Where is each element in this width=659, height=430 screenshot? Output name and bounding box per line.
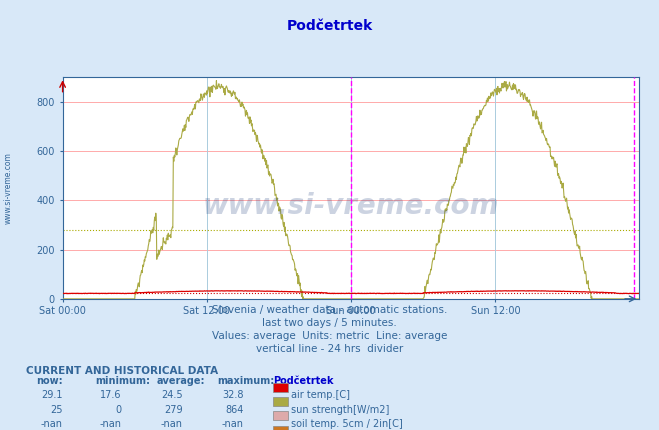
Text: minimum:: minimum: <box>96 376 150 386</box>
Text: vertical line - 24 hrs  divider: vertical line - 24 hrs divider <box>256 344 403 354</box>
Text: CURRENT AND HISTORICAL DATA: CURRENT AND HISTORICAL DATA <box>26 366 219 375</box>
Text: -nan: -nan <box>222 419 244 429</box>
Text: 17.6: 17.6 <box>100 390 122 400</box>
Text: 29.1: 29.1 <box>41 390 63 400</box>
Text: www.si-vreme.com: www.si-vreme.com <box>203 192 499 220</box>
Text: 24.5: 24.5 <box>161 390 183 400</box>
Text: 32.8: 32.8 <box>222 390 244 400</box>
Text: 0: 0 <box>116 405 122 415</box>
Text: -nan: -nan <box>161 419 183 429</box>
Text: Slovenia / weather data - automatic stations.: Slovenia / weather data - automatic stat… <box>212 305 447 315</box>
Text: Podčetrtek: Podčetrtek <box>287 19 372 34</box>
Text: soil temp. 5cm / 2in[C]: soil temp. 5cm / 2in[C] <box>291 419 403 429</box>
Text: 864: 864 <box>225 405 244 415</box>
Text: last two days / 5 minutes.: last two days / 5 minutes. <box>262 318 397 328</box>
Text: www.si-vreme.com: www.si-vreme.com <box>4 152 13 224</box>
Text: average:: average: <box>156 376 205 386</box>
Text: Podčetrtek: Podčetrtek <box>273 376 334 386</box>
Text: sun strength[W/m2]: sun strength[W/m2] <box>291 405 389 415</box>
Text: now:: now: <box>36 376 63 386</box>
Text: Values: average  Units: metric  Line: average: Values: average Units: metric Line: aver… <box>212 331 447 341</box>
Text: air temp.[C]: air temp.[C] <box>291 390 350 400</box>
Text: -nan: -nan <box>41 419 63 429</box>
Text: 25: 25 <box>50 405 63 415</box>
Text: 279: 279 <box>164 405 183 415</box>
Text: -nan: -nan <box>100 419 122 429</box>
Text: maximum:: maximum: <box>217 376 275 386</box>
